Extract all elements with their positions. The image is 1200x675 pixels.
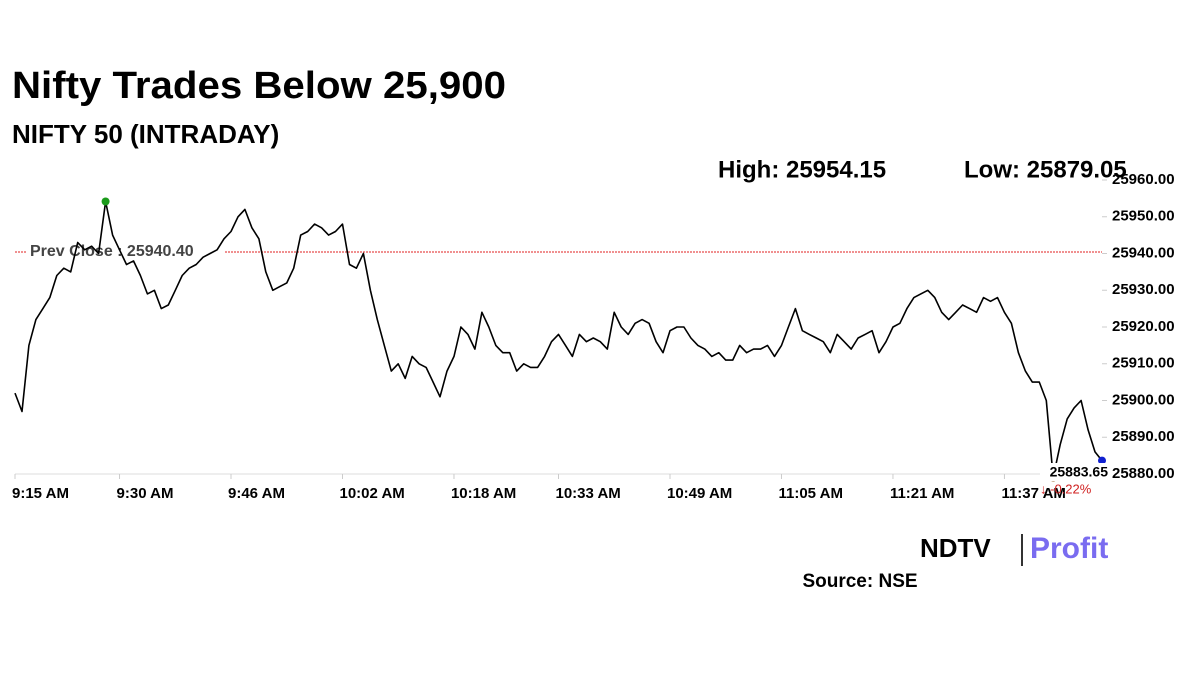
x-tick-label: 11:21 AM: [890, 485, 954, 502]
x-tick-label: 10:49 AM: [667, 485, 732, 502]
y-tick-label: 25910.00: [1112, 355, 1175, 372]
y-tick-label: 25960.00: [1112, 171, 1175, 188]
logo-left: NDTV: [920, 533, 991, 563]
x-tick-label: 10:02 AM: [339, 485, 404, 502]
high-marker: [101, 197, 110, 206]
high-label: High: 25954.15: [718, 156, 886, 183]
y-tick-label: 25900.00: [1112, 391, 1175, 408]
y-tick-label: 25920.00: [1112, 318, 1175, 335]
prev-close-bg: [26, 241, 224, 264]
logo-divider: [1021, 534, 1023, 566]
chart-title: Nifty Trades Below 25,900: [12, 65, 506, 107]
chart-subtitle: NIFTY 50 (INTRADAY): [12, 119, 279, 149]
source: Source: NSE: [802, 571, 917, 592]
last-marker: [1098, 456, 1106, 465]
x-tick-label: 10:18 AM: [451, 485, 516, 502]
prev-close-label: Prev Close : 25940.40: [30, 243, 194, 260]
y-tick-label: 25890.00: [1112, 428, 1175, 445]
change-label: ↓ -0.22%: [1040, 481, 1092, 496]
y-tick-label: 25950.00: [1112, 208, 1175, 225]
logo-right: Profit: [1030, 532, 1108, 565]
x-tick-label: 11:05 AM: [778, 485, 842, 502]
x-tick-label: 9:46 AM: [228, 485, 285, 502]
y-tick-label: 25940.00: [1112, 244, 1175, 261]
y-tick-label: 25930.00: [1112, 281, 1175, 298]
x-tick-label: 9:15 AM: [12, 485, 69, 502]
x-tick-label: 9:30 AM: [117, 485, 174, 502]
x-tick-label: 11:37 AM: [1001, 485, 1065, 502]
last-value-bg: [1040, 463, 1108, 481]
last-value-label: 25883.65: [1050, 464, 1109, 480]
low-label: Low: 25879.05: [964, 156, 1127, 183]
y-tick-label: 25880.00: [1112, 465, 1175, 482]
x-tick-label: 10:33 AM: [556, 485, 621, 502]
price-line: [14, 200, 1103, 479]
